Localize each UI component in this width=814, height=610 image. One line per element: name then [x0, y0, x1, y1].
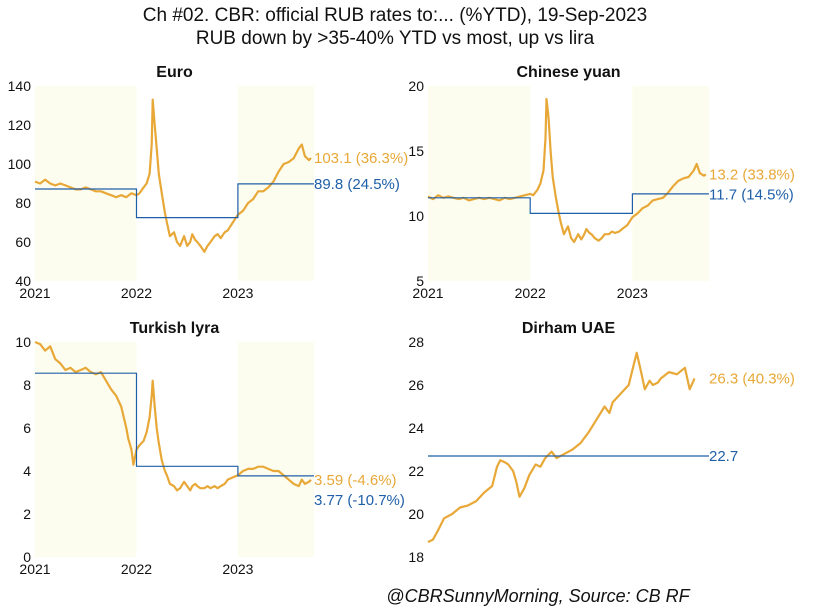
y-tick-label: 26 [408, 377, 424, 393]
shaded-period [35, 342, 137, 557]
y-tick-label: 40 [15, 273, 31, 289]
y-tick-label: 5 [416, 273, 424, 289]
market-rate-line [34, 340, 312, 492]
panel-1: Euro 40 60 80 100 120 140 2021 2022 2023 103.1 (36… [8, 64, 409, 301]
shaded-period [632, 86, 709, 281]
annual-average-label: 89.8 (24.5%) [314, 176, 400, 193]
y-tick-label: 10 [15, 334, 31, 350]
y-tick-label: 100 [8, 156, 32, 172]
annual-average-line [35, 183, 314, 219]
market-rate-label: 26.3 (40.3%) [709, 371, 795, 388]
x-tick-label: 2021 [19, 561, 50, 577]
y-tick-label: 60 [15, 234, 31, 250]
y-tick-label: 20 [408, 78, 424, 94]
y-tick-label: 15 [408, 143, 424, 159]
source-note: @CBRSunnyMorning, Source: CB RF [386, 586, 690, 606]
panel-4: Dirham UAE 18 20 22 24 26 28 26.3 (40.3%) 22.7 [408, 320, 794, 565]
y-tick-label: 20 [408, 506, 424, 522]
annual-average-label: 11.7 (14.5%) [709, 186, 794, 203]
x-tick-label: 2022 [121, 561, 152, 577]
x-tick-label: 2021 [19, 285, 50, 301]
chart-subtitle: RUB down by >35-40% YTD vs most, up vs l… [196, 28, 595, 49]
x-tick-label: 2023 [617, 285, 648, 301]
market-rate-line [34, 98, 312, 253]
panel-title: Dirham UAE [522, 320, 616, 337]
panel-title: Turkish lyra [130, 320, 220, 337]
market-rate-label: 3.59 (-4.6%) [314, 472, 397, 489]
y-tick-label: 80 [15, 195, 31, 211]
market-rate-line [427, 351, 696, 543]
y-tick-label: 2 [23, 506, 31, 522]
annual-average-label: 3.77 (-10.7%) [314, 492, 405, 509]
y-tick-label: 4 [23, 463, 31, 479]
x-tick-label: 2021 [412, 285, 443, 301]
y-tick-label: 18 [408, 549, 424, 565]
panel-title: Chinese yuan [516, 64, 620, 81]
shaded-period [237, 342, 314, 557]
market-rate-line [427, 97, 707, 244]
y-tick-label: 140 [8, 78, 32, 94]
y-tick-label: 10 [408, 208, 424, 224]
annual-average-label: 22.7 [709, 448, 738, 465]
y-tick-label: 6 [23, 420, 31, 436]
panel-3: Turkish lyra 0 2 4 6 8 10 2021 2022 2023 3.59 (-4.… [15, 320, 404, 577]
market-rate-label: 103.1 (36.3%) [314, 150, 408, 167]
annual-average-line [35, 372, 314, 477]
y-tick-label: 120 [8, 117, 32, 133]
y-tick-label: 0 [23, 549, 31, 565]
shaded-period [428, 86, 531, 281]
chart-title: Ch #02. CBR: official RUB rates to:... (… [143, 5, 647, 26]
annual-average-line [428, 193, 709, 214]
x-tick-label: 2022 [121, 285, 152, 301]
panel-2: Chinese yuan 5 10 15 20 2021 2022 2023 13.2 (33.… [408, 64, 794, 301]
x-tick-label: 2023 [222, 285, 253, 301]
market-rate-label: 13.2 (33.8%) [709, 166, 795, 183]
y-tick-label: 24 [408, 420, 424, 436]
x-tick-label: 2023 [222, 561, 253, 577]
y-tick-label: 22 [408, 463, 424, 479]
y-tick-label: 8 [23, 377, 31, 393]
panel-title: Euro [156, 64, 193, 81]
y-tick-label: 28 [408, 334, 424, 350]
x-tick-label: 2022 [515, 285, 546, 301]
